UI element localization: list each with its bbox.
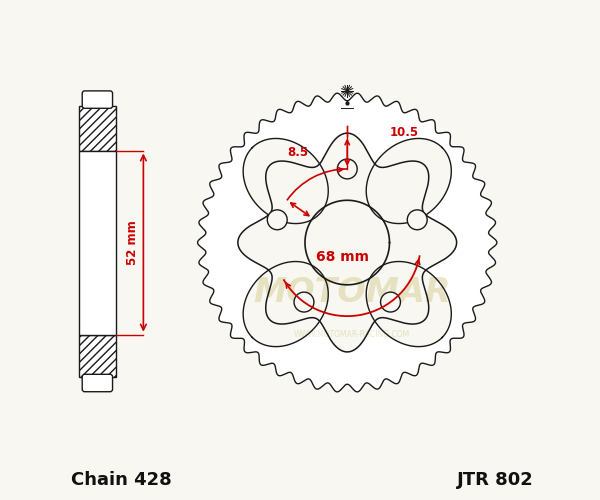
Text: 68 mm: 68 mm (316, 250, 369, 264)
Circle shape (294, 292, 314, 312)
Polygon shape (243, 138, 328, 224)
Text: Chain 428: Chain 428 (71, 470, 172, 488)
Bar (79, 334, 116, 377)
FancyBboxPatch shape (82, 91, 113, 108)
Bar (79, 150, 116, 334)
Text: 52 mm: 52 mm (126, 220, 139, 265)
Circle shape (268, 210, 287, 230)
Bar (79, 106, 116, 150)
Text: WWW.MOTOMAR-RACING.COM: WWW.MOTOMAR-RACING.COM (294, 330, 410, 339)
Text: MOTOMAR: MOTOMAR (253, 276, 451, 309)
Polygon shape (366, 262, 451, 346)
Text: 8.5: 8.5 (287, 146, 308, 158)
Circle shape (380, 292, 400, 312)
Polygon shape (197, 93, 497, 392)
Polygon shape (366, 138, 451, 224)
Text: 10.5: 10.5 (390, 126, 419, 138)
FancyBboxPatch shape (82, 374, 113, 392)
Circle shape (337, 159, 357, 179)
Polygon shape (305, 200, 389, 285)
Circle shape (407, 210, 427, 230)
Polygon shape (243, 262, 328, 346)
Text: JTR 802: JTR 802 (457, 470, 533, 488)
Polygon shape (238, 133, 457, 352)
